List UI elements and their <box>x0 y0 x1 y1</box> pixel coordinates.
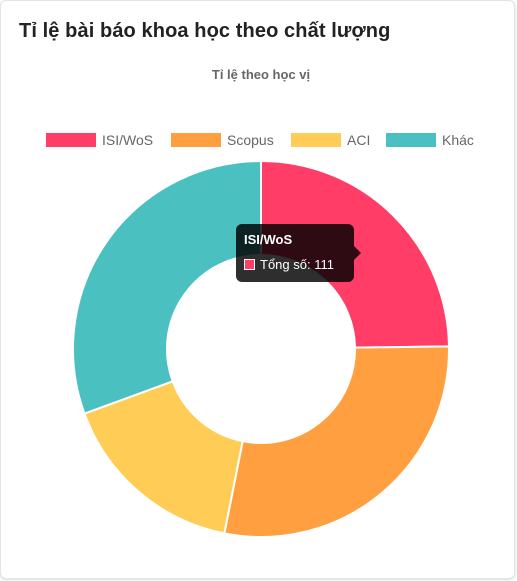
chart-tooltip: ISI/WoS Tổng số: 111 <box>236 224 361 282</box>
slice-kh-c[interactable] <box>72 159 262 415</box>
legend-label: Khác <box>442 132 474 148</box>
legend-swatch <box>291 133 341 147</box>
legend-label: ISI/WoS <box>102 132 153 148</box>
legend-label: ACI <box>347 132 370 148</box>
legend-swatch <box>46 133 96 147</box>
doughnut-slices <box>72 159 450 538</box>
chart-title: Tỉ lệ theo học vị <box>212 67 310 82</box>
legend-item-kh-c[interactable]: Khác <box>386 132 474 148</box>
slice-aci[interactable] <box>83 380 244 535</box>
legend-label: Scopus <box>227 132 274 148</box>
legend-item-scopus[interactable]: Scopus <box>171 132 274 148</box>
legend-swatch <box>386 133 436 147</box>
tooltip-color-swatch <box>244 259 255 270</box>
tooltip-label: Tổng số: 111 <box>260 257 334 272</box>
card-title: Tỉ lệ bài báo khoa học theo chất lượng <box>19 20 391 42</box>
legend-item-aci[interactable]: ACI <box>291 132 370 148</box>
legend-swatch <box>171 133 221 147</box>
slice-scopus[interactable] <box>223 345 450 538</box>
tooltip-title: ISI/WoS <box>244 232 293 247</box>
legend-item-isi-wos[interactable]: ISI/WoS <box>46 132 153 148</box>
chart-legend[interactable]: ISI/WoS Scopus ACI Khác <box>46 132 474 148</box>
